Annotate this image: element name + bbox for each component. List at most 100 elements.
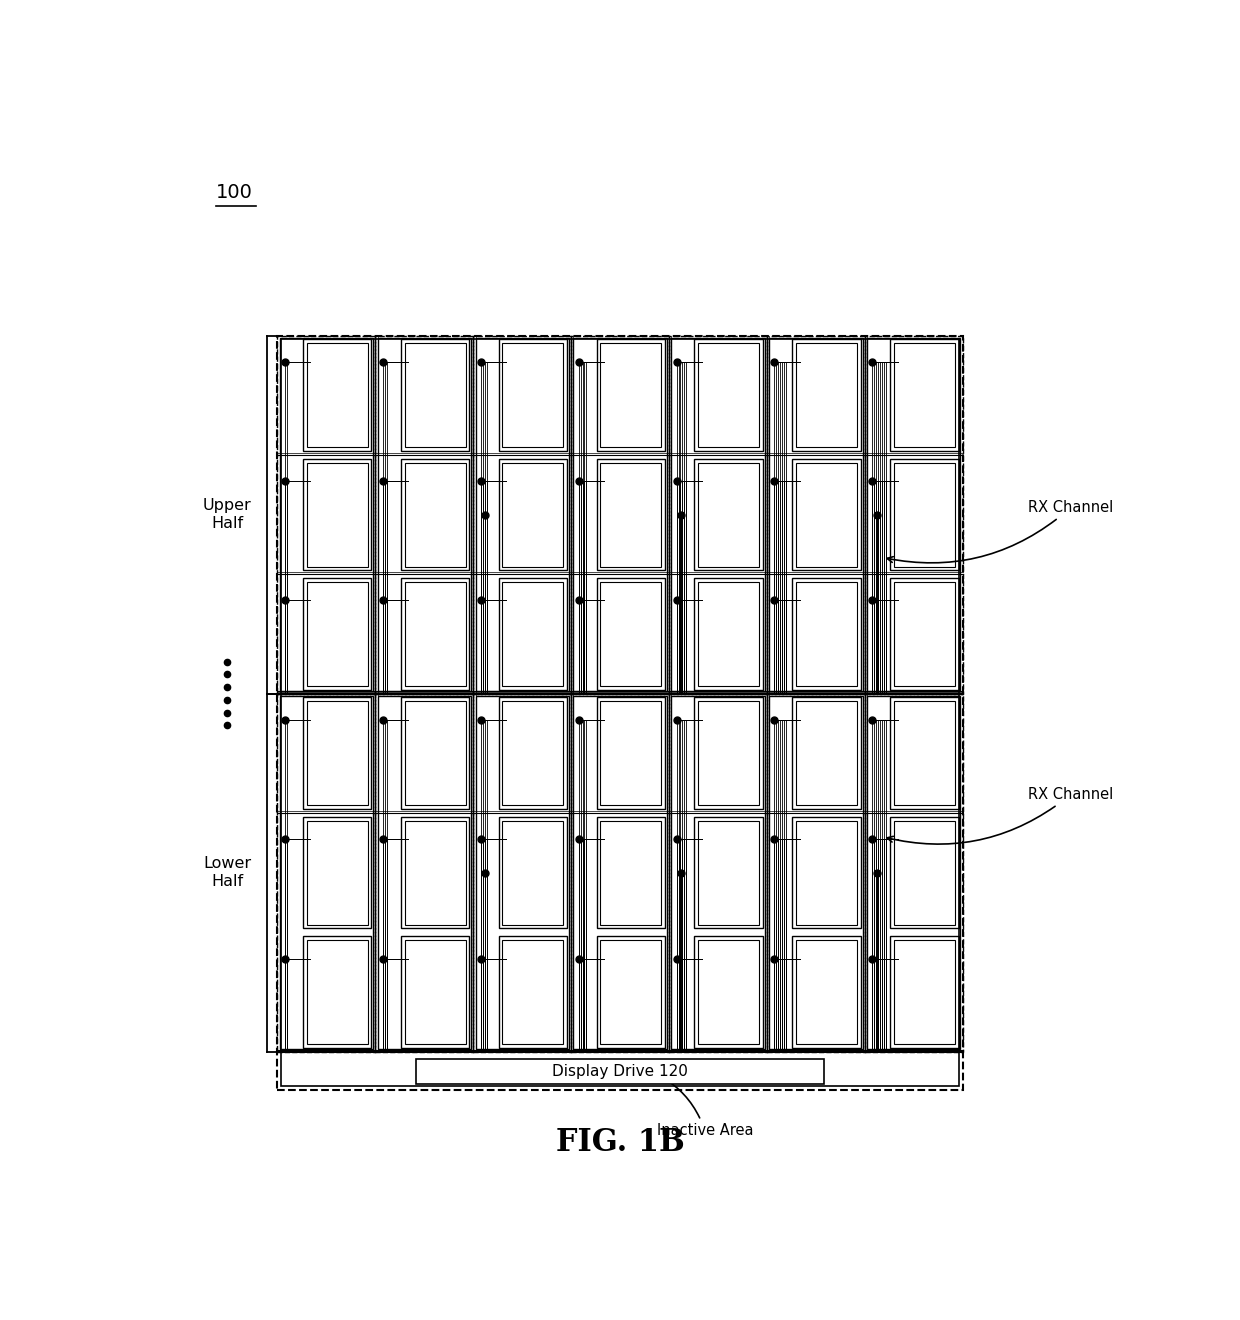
Bar xyxy=(303,697,372,809)
Text: Upper
Half: Upper Half xyxy=(203,499,252,531)
Bar xyxy=(600,701,661,805)
Bar xyxy=(894,821,955,924)
Bar xyxy=(502,821,563,924)
Text: Inactive Area: Inactive Area xyxy=(656,1077,753,1138)
Bar xyxy=(502,940,563,1044)
Bar xyxy=(694,817,763,928)
Bar xyxy=(278,335,376,693)
Bar xyxy=(694,578,763,689)
Bar xyxy=(306,940,367,1044)
Bar xyxy=(864,335,962,693)
Bar xyxy=(306,343,367,447)
Bar xyxy=(303,339,372,451)
Bar xyxy=(670,693,768,1052)
Bar xyxy=(894,940,955,1044)
Bar xyxy=(698,940,759,1044)
Bar xyxy=(378,338,471,692)
Bar xyxy=(864,693,962,1052)
Bar xyxy=(670,335,768,693)
Bar xyxy=(694,697,763,809)
Bar xyxy=(303,817,372,928)
Bar xyxy=(867,338,961,692)
Bar xyxy=(404,940,465,1044)
Bar xyxy=(401,578,470,689)
Bar xyxy=(769,696,863,1049)
Bar xyxy=(890,578,959,689)
Bar xyxy=(573,696,667,1049)
Bar xyxy=(404,701,465,805)
Bar xyxy=(376,693,474,1052)
Bar xyxy=(600,821,661,924)
Bar xyxy=(796,582,857,686)
Bar xyxy=(476,696,569,1049)
Bar xyxy=(894,701,955,805)
Bar xyxy=(694,936,763,1048)
Bar xyxy=(306,582,367,686)
Bar xyxy=(404,582,465,686)
Bar xyxy=(890,936,959,1048)
Bar xyxy=(401,459,470,570)
Bar xyxy=(498,936,567,1048)
Bar xyxy=(401,697,470,809)
Bar xyxy=(404,821,465,924)
Bar xyxy=(596,817,665,928)
Bar xyxy=(596,578,665,689)
Text: RX Channel: RX Channel xyxy=(887,787,1114,843)
Bar xyxy=(698,343,759,447)
Text: 100: 100 xyxy=(216,183,253,202)
Bar xyxy=(600,940,661,1044)
Bar xyxy=(573,338,667,692)
Bar xyxy=(796,701,857,805)
Bar xyxy=(502,701,563,805)
Bar xyxy=(376,335,474,693)
Bar xyxy=(306,462,367,566)
Bar xyxy=(698,462,759,566)
Text: RX Channel: RX Channel xyxy=(887,500,1114,562)
Bar xyxy=(572,693,670,1052)
Bar xyxy=(280,696,373,1049)
Bar xyxy=(600,582,661,686)
Bar xyxy=(303,936,372,1048)
Bar xyxy=(796,821,857,924)
Bar xyxy=(796,462,857,566)
Bar xyxy=(498,697,567,809)
Bar xyxy=(281,339,959,1086)
Bar xyxy=(600,343,661,447)
Bar xyxy=(502,462,563,566)
Bar xyxy=(890,817,959,928)
Bar xyxy=(698,821,759,924)
Bar xyxy=(502,582,563,686)
Bar xyxy=(404,462,465,566)
Bar xyxy=(792,697,861,809)
Bar xyxy=(378,696,471,1049)
Bar xyxy=(894,582,955,686)
Text: Display Drive 120: Display Drive 120 xyxy=(552,1064,688,1080)
Bar xyxy=(572,335,670,693)
Bar xyxy=(596,936,665,1048)
Bar xyxy=(404,343,465,447)
Bar xyxy=(417,1059,825,1084)
Bar xyxy=(792,578,861,689)
Bar xyxy=(796,940,857,1044)
Text: FIG. 1B: FIG. 1B xyxy=(556,1127,684,1158)
Bar xyxy=(671,696,765,1049)
Bar xyxy=(792,339,861,451)
Bar xyxy=(894,343,955,447)
Bar xyxy=(596,697,665,809)
Bar xyxy=(401,339,470,451)
Bar xyxy=(498,578,567,689)
Bar xyxy=(792,817,861,928)
Bar xyxy=(600,462,661,566)
Bar xyxy=(671,338,765,692)
Bar xyxy=(303,578,372,689)
Bar xyxy=(890,339,959,451)
Bar xyxy=(498,339,567,451)
Bar xyxy=(306,701,367,805)
Bar xyxy=(792,459,861,570)
Text: Lower
Half: Lower Half xyxy=(203,857,252,888)
Bar xyxy=(306,821,367,924)
Bar xyxy=(278,335,962,1090)
Bar xyxy=(867,696,961,1049)
Bar xyxy=(698,701,759,805)
Bar xyxy=(890,459,959,570)
